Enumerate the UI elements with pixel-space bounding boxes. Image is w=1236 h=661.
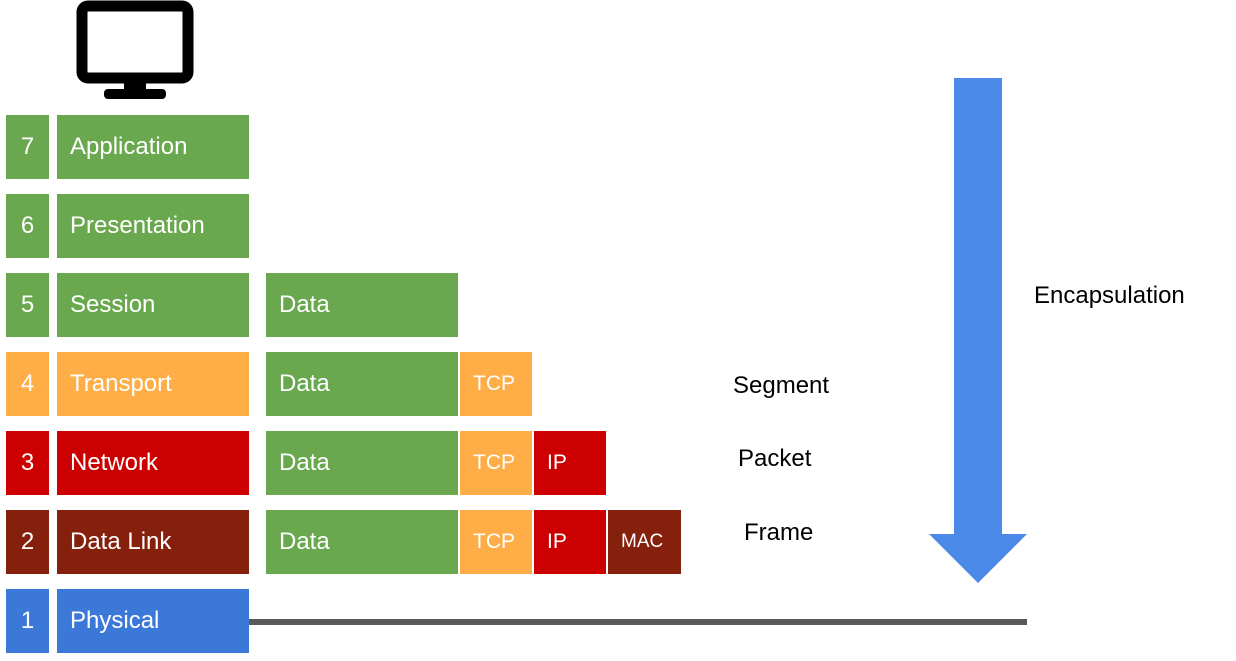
datalink-data-block: Data xyxy=(266,510,458,574)
transport-data-block: Data xyxy=(266,352,458,416)
packet-label: Packet xyxy=(738,445,812,472)
session-data-block: Data xyxy=(266,273,458,337)
layer-6-number: 6 xyxy=(6,194,49,258)
layer-1-name: Physical xyxy=(57,589,249,653)
physical-medium-line xyxy=(249,619,1027,625)
layer-7-name: Application xyxy=(57,115,249,179)
network-ip-header: IP xyxy=(534,431,606,495)
layer-1-number: 1 xyxy=(6,589,49,653)
frame-label: Frame xyxy=(744,519,814,546)
network-data-block: Data xyxy=(266,431,458,495)
network-tcp-header: TCP xyxy=(460,431,532,495)
layer-2-number: 2 xyxy=(6,510,49,574)
layer-4-name: Transport xyxy=(57,352,249,416)
layer-6-name: Presentation xyxy=(57,194,249,258)
encapsulation-arrow-icon xyxy=(929,78,1027,583)
datalink-mac-header: MAC xyxy=(608,510,681,574)
monitor-icon xyxy=(76,0,194,99)
layer-3-name: Network xyxy=(57,431,249,495)
datalink-tcp-header: TCP xyxy=(460,510,532,574)
datalink-ip-header: IP xyxy=(534,510,606,574)
segment-label: Segment xyxy=(733,372,830,399)
transport-tcp-header: TCP xyxy=(460,352,532,416)
layer-5-number: 5 xyxy=(6,273,49,337)
layer-3-number: 3 xyxy=(6,431,49,495)
layer-5-name: Session xyxy=(57,273,249,337)
layer-7-number: 7 xyxy=(6,115,49,179)
encapsulation-label: Encapsulation xyxy=(1034,282,1185,309)
layer-2-name: Data Link xyxy=(57,510,249,574)
layer-4-number: 4 xyxy=(6,352,49,416)
